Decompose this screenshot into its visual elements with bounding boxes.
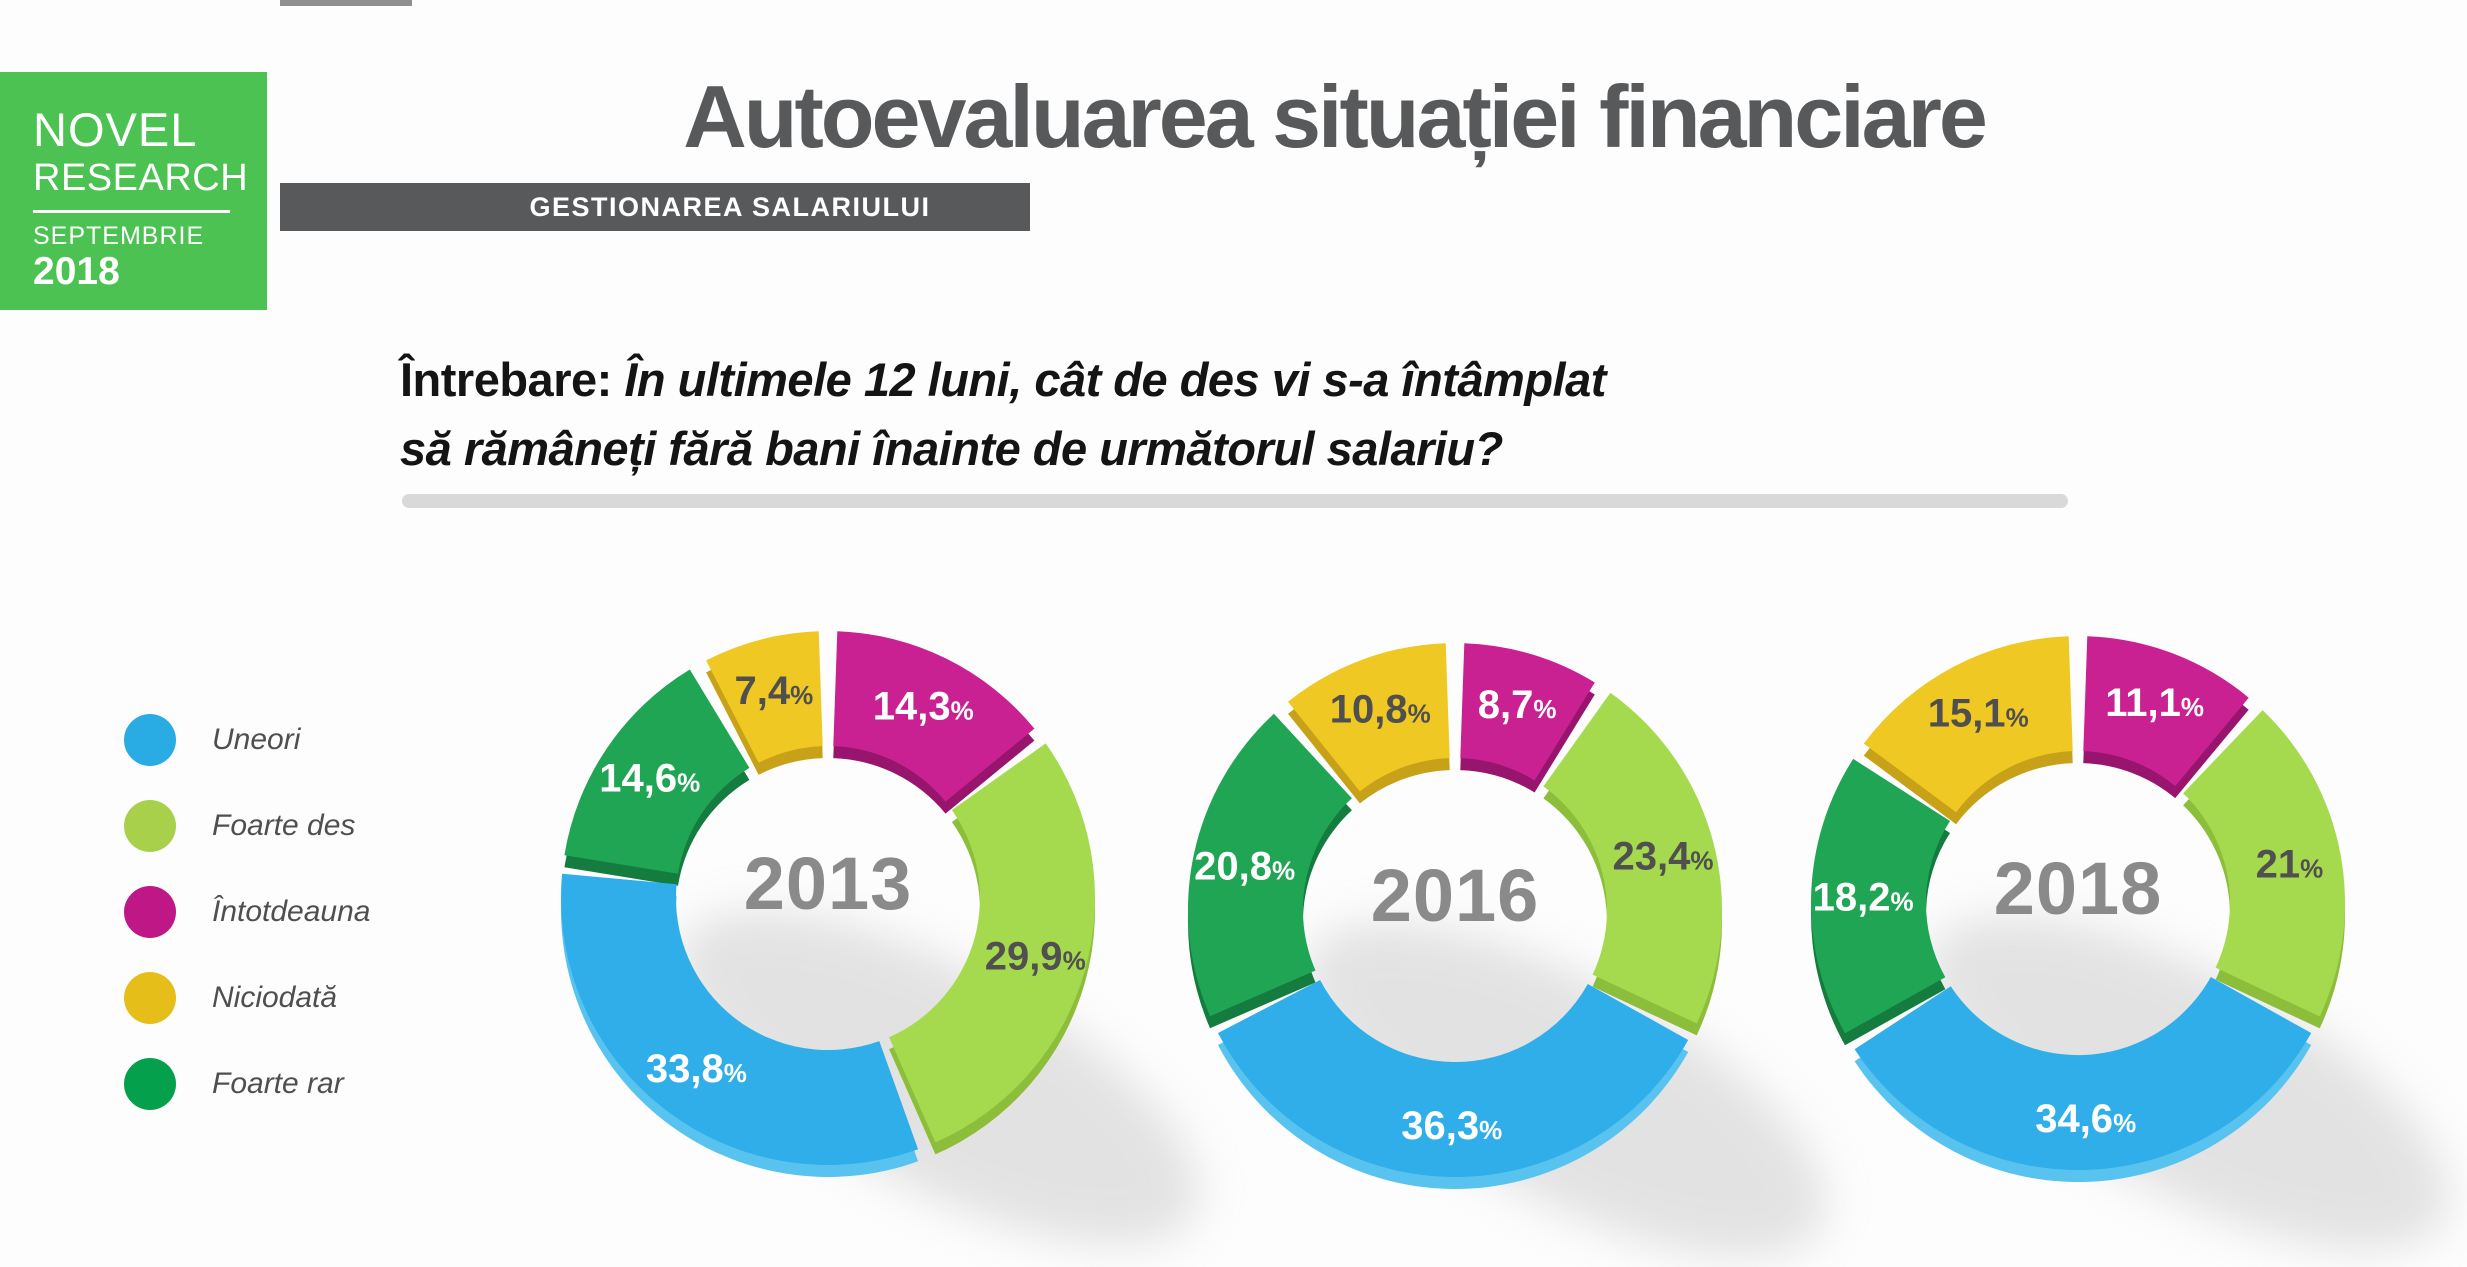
donut-segment — [1187, 713, 1352, 1017]
legend-item: Întotdeauna — [124, 886, 370, 938]
logo-month: SEPTEMBRIE — [33, 222, 205, 250]
segment-value-label: 29,9% — [985, 934, 1086, 978]
donut-segment — [706, 631, 823, 763]
segment-value-label: 11,1% — [2105, 681, 2204, 725]
donut-year-label: 2013 — [744, 842, 913, 925]
chart-legend: Uneori Foarte des Întotdeauna Niciodată Foar… — [124, 714, 370, 1144]
donut-segment — [2183, 710, 2345, 1017]
donut-segment — [1218, 980, 1689, 1178]
legend-item: Foarte des — [124, 800, 370, 852]
donut-chart-2013: 14,3% 29,9% 33,8% 14,6% 7,4% 2013 — [478, 548, 1200, 1248]
top-edge-strip — [280, 0, 412, 6]
section-tag-bar: GESTIONAREA SALARIULUI — [280, 183, 1030, 231]
donut-year-label: 2016 — [1371, 854, 1540, 937]
donut-svg: 8,7% 23,4% 36,3% 20,8% 10,8% 2016 — [1187, 643, 1827, 1258]
donut-segment — [1288, 643, 1450, 792]
logo-year: 2018 — [33, 250, 120, 293]
novel-research-logo: NOVEL RESEARCH SEPTEMBRIE 2018 — [0, 72, 267, 310]
legend-item: Foarte rar — [124, 1058, 370, 1110]
segment-value-label: 14,3% — [873, 684, 974, 728]
legend-swatch — [124, 972, 176, 1024]
segment-value-label: 34,6% — [2035, 1097, 2136, 1141]
legend-swatch — [124, 800, 176, 852]
segment-value-label: 7,4% — [735, 669, 814, 713]
donut-segment — [833, 631, 1035, 802]
page-title: Autoevaluarea situației financiare — [683, 67, 1988, 166]
legend-label: Întotdeauna — [212, 895, 371, 928]
donut-segment — [2083, 636, 2249, 787]
segment-value-label: 23,4% — [1613, 835, 1714, 879]
question-line1-text: În ultimele 12 luni, cât de des vi s-a î… — [611, 353, 1606, 406]
donut-segment — [1863, 636, 2073, 813]
donut-segment — [889, 743, 1095, 1143]
segment-value-label: 20,8% — [1194, 845, 1295, 889]
question-prefix: Întrebare: — [400, 353, 612, 406]
question-line-2: să rămâneți fără bani înainte de următor… — [400, 422, 1503, 475]
segment-value-label: 18,2% — [1813, 876, 1914, 920]
section-tag-label: GESTIONAREA SALARIULUI — [529, 191, 931, 222]
donut-segment — [561, 873, 919, 1165]
legend-label: Foarte des — [212, 809, 356, 842]
legend-item: Uneori — [124, 714, 370, 766]
legend-label: Niciodată — [212, 981, 338, 1014]
donut-svg: 11,1% 21% 34,6% 18,2% 15,1% 2018 — [1811, 636, 2450, 1251]
donut-chart-2016: 8,7% 23,4% 36,3% 20,8% 10,8% 2016 — [1105, 560, 1827, 1260]
segment-value-label: 8,7% — [1478, 683, 1557, 727]
segment-value-label: 21% — [2256, 843, 2324, 887]
logo-name-line1: NOVEL — [33, 103, 198, 156]
segment-value-label: 10,8% — [1330, 687, 1431, 731]
segment-value-label: 33,8% — [646, 1047, 747, 1091]
legend-swatch — [124, 886, 176, 938]
segment-value-label: 14,6% — [599, 757, 700, 801]
legend-label: Foarte rar — [212, 1067, 344, 1100]
donut-segment — [564, 669, 750, 874]
segment-value-label: 15,1% — [1928, 692, 2029, 736]
legend-label: Uneori — [212, 723, 301, 756]
donut-year-label: 2018 — [1994, 847, 2163, 930]
survey-question: Întrebare: În ultimele 12 luni, cât de d… — [400, 345, 1606, 483]
question-line-1: Întrebare: În ultimele 12 luni, cât de d… — [400, 345, 1606, 414]
donut-segment — [1460, 643, 1595, 781]
donut-segment — [1811, 758, 1950, 1034]
donut-segment — [1543, 692, 1723, 1024]
donut-segment — [1854, 977, 2312, 1171]
legend-item: Niciodată — [124, 972, 370, 1024]
logo-divider-line — [33, 210, 230, 213]
donut-chart-2018: 11,1% 21% 34,6% 18,2% 15,1% 2018 — [1728, 553, 2450, 1253]
legend-swatch — [124, 1058, 176, 1110]
legend-swatch — [124, 714, 176, 766]
logo-name-line2: RESEARCH — [33, 157, 249, 199]
segment-value-label: 36,3% — [1401, 1104, 1502, 1148]
donut-svg: 14,3% 29,9% 33,8% 14,6% 7,4% 2013 — [561, 631, 1200, 1246]
question-divider — [402, 494, 2068, 508]
